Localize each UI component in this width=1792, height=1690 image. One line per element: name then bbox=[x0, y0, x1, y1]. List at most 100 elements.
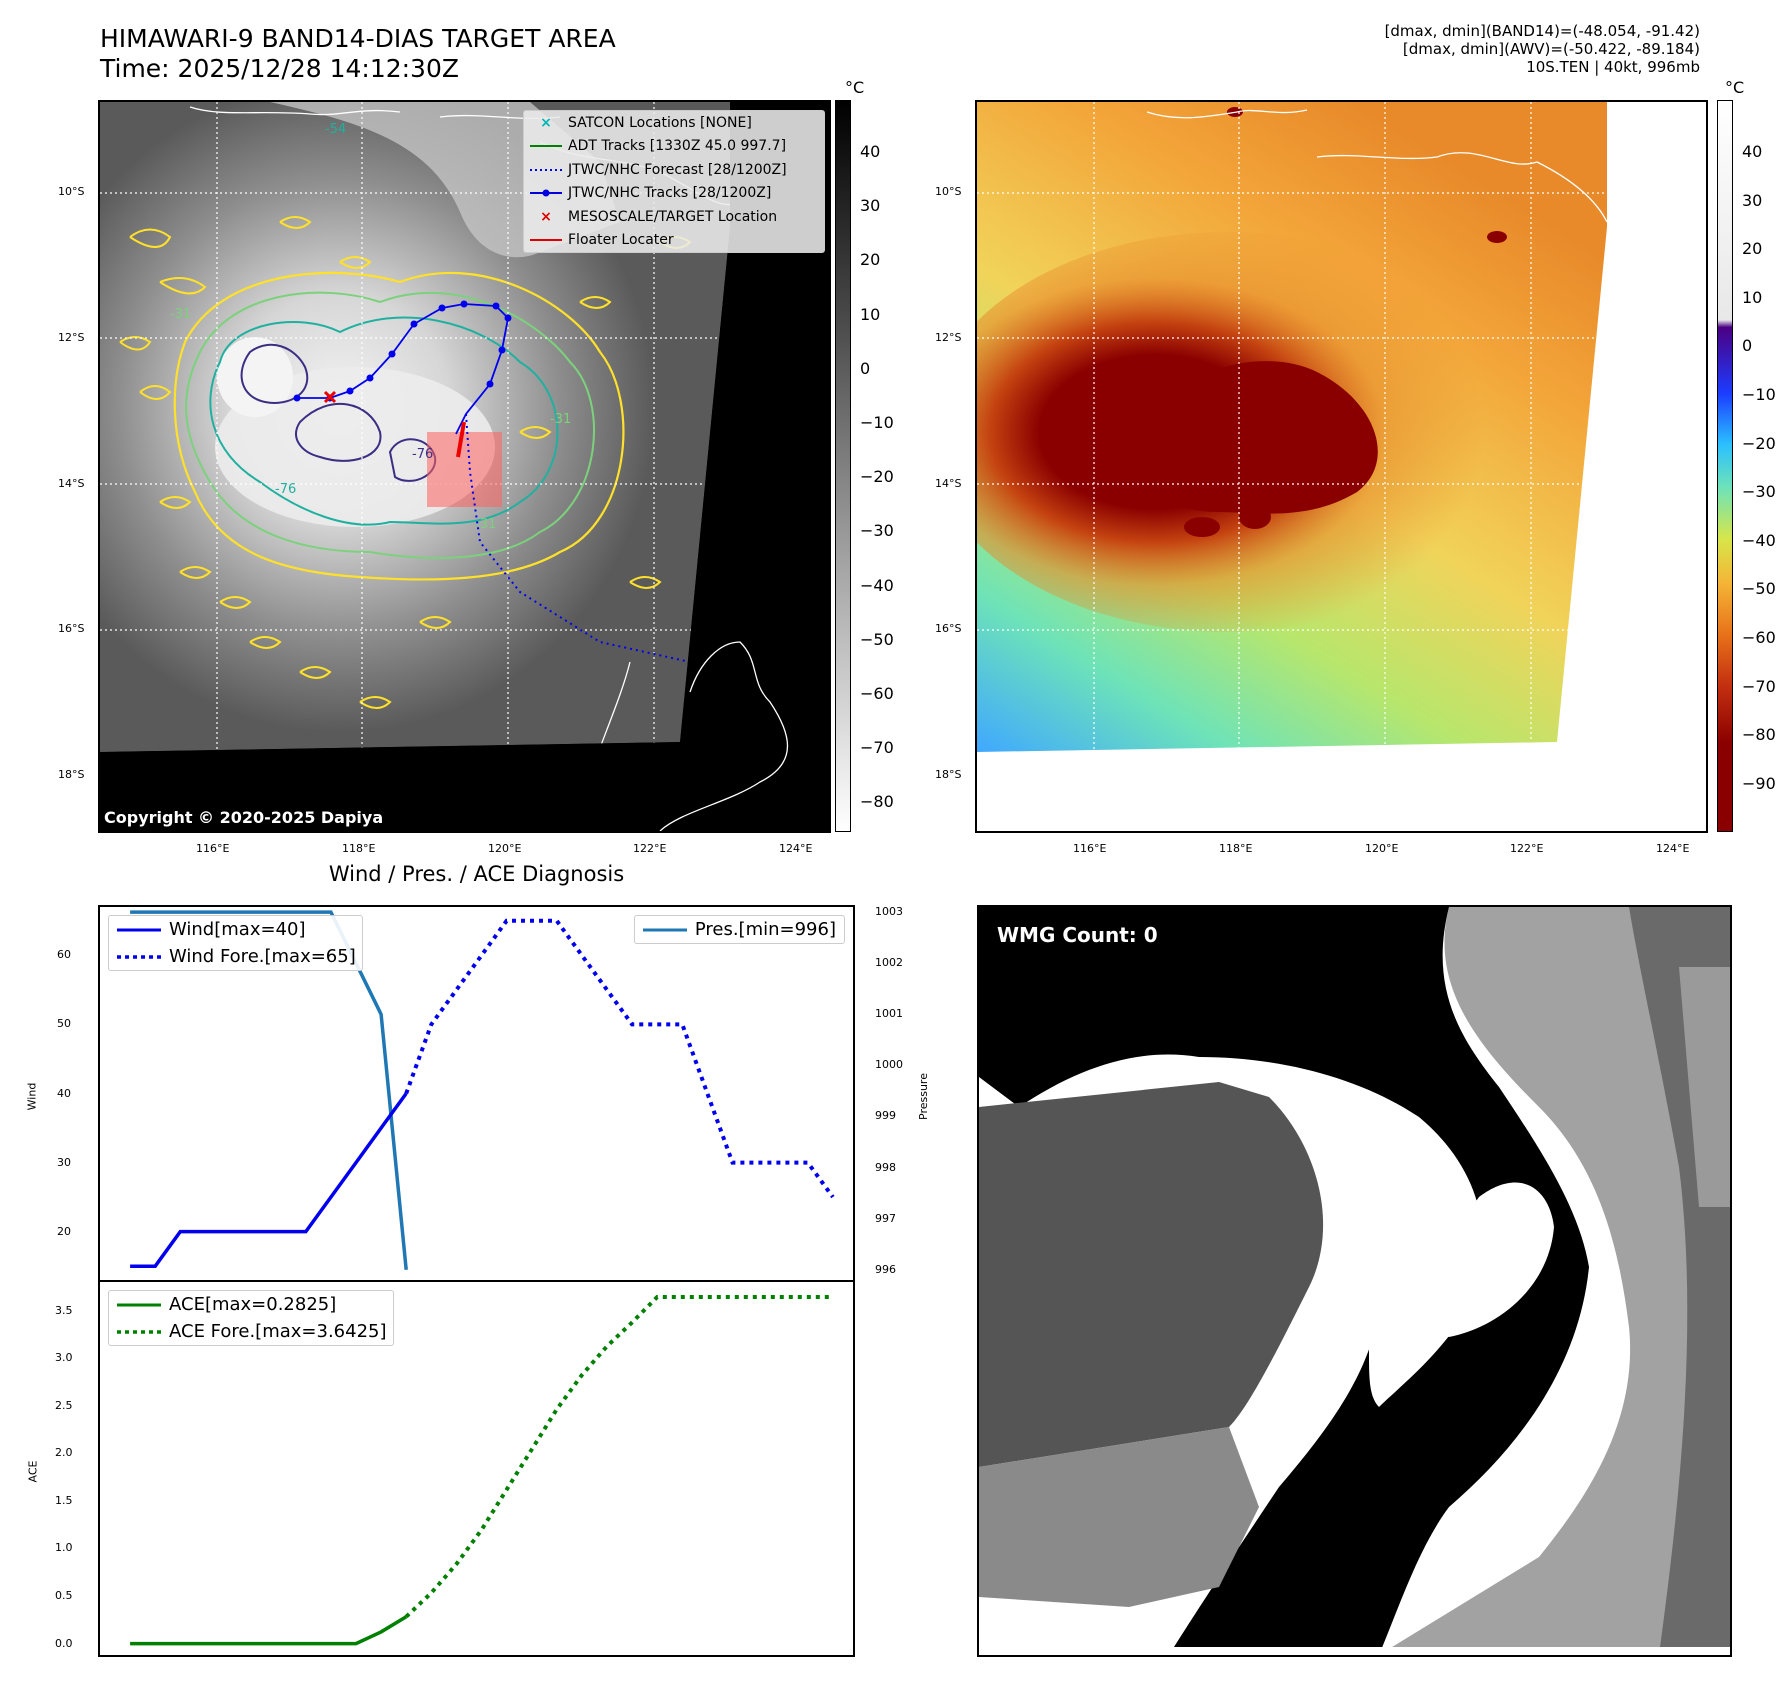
ir-map-panel: -54 -31 -76 -76 -31 -31 × SATCON Locatio… bbox=[98, 100, 831, 833]
contour-label: -76 bbox=[412, 447, 434, 462]
dotted-line-icon bbox=[117, 1329, 161, 1334]
wind-tick: 30 bbox=[57, 1155, 71, 1169]
ace-tick: 3.0 bbox=[55, 1351, 73, 1365]
line-icon bbox=[117, 928, 161, 931]
wmg-count-badge: WMG Count: 0 bbox=[989, 919, 1166, 951]
ace-plot bbox=[130, 1295, 833, 1646]
pressure-tick: 1000 bbox=[875, 1058, 903, 1072]
lat-label: 12°S bbox=[58, 331, 85, 344]
x-marker-icon: × bbox=[540, 208, 552, 225]
wind-legend: Wind[max=40] Wind Fore.[max=65] bbox=[108, 915, 363, 971]
colorbar-tick: −70 bbox=[860, 738, 894, 758]
colorbar-tick: −40 bbox=[860, 575, 894, 595]
lat-label: 18°S bbox=[935, 768, 962, 781]
colorbar-tick: −60 bbox=[860, 684, 894, 703]
line-icon bbox=[530, 145, 562, 148]
series-line bbox=[130, 910, 408, 1270]
lat-label: 10°S bbox=[58, 185, 85, 198]
colorbar-tick: 20 bbox=[1742, 239, 1763, 259]
colorbar-tick: −10 bbox=[860, 413, 894, 432]
ace-tick: 3.5 bbox=[55, 1303, 73, 1317]
colorbar-tick: −30 bbox=[1742, 482, 1776, 502]
legend-item: Pres.[min=996] bbox=[635, 916, 844, 943]
colorbar-tick: 20 bbox=[860, 250, 881, 270]
diag-title: Wind / Pres. / ACE Diagnosis bbox=[328, 862, 625, 886]
ace-tick: 0.0 bbox=[55, 1636, 73, 1650]
pressure-tick: 996 bbox=[875, 1262, 896, 1276]
wind-tick: 20 bbox=[57, 1224, 71, 1238]
colorbar-gray bbox=[835, 100, 851, 832]
pressure-tick: 1003 bbox=[875, 905, 903, 919]
colorbar-tick: −70 bbox=[1742, 676, 1776, 696]
pressure-tick: 999 bbox=[875, 1109, 896, 1123]
legend-label: ACE Fore.[max=3.6425] bbox=[169, 1321, 387, 1342]
legend-label: Pres.[min=996] bbox=[694, 919, 836, 940]
ace-tick: 1.5 bbox=[55, 1493, 73, 1507]
info-awv: [dmax, dmin](AWV)=(-50.422, -89.184) bbox=[1402, 40, 1700, 58]
series-line bbox=[404, 1295, 833, 1619]
contour-label: -31 bbox=[550, 412, 572, 427]
ace-tick: 2.0 bbox=[55, 1446, 73, 1460]
line-icon bbox=[642, 928, 687, 931]
pressure-axis-label: Pressure bbox=[916, 1073, 930, 1120]
legend-label: SATCON Locations [NONE] bbox=[568, 114, 752, 131]
lat-label: 16°S bbox=[58, 622, 85, 635]
legend-item: JTWC/NHC Forecast [28/1200Z] bbox=[524, 158, 824, 182]
lat-label: 16°S bbox=[935, 622, 962, 635]
ace-legend: ACE[max=0.2825] ACE Fore.[max=3.6425] bbox=[108, 1290, 394, 1346]
ace-tick: 0.5 bbox=[55, 1589, 73, 1602]
contour-label: -31 bbox=[475, 517, 497, 532]
colorbar-tick: 30 bbox=[860, 196, 881, 216]
legend-item: ACE[max=0.2825] bbox=[109, 1291, 393, 1318]
lat-label: 14°S bbox=[935, 477, 962, 490]
map-legend: × SATCON Locations [NONE] ADT Tracks [13… bbox=[523, 110, 825, 253]
ace-panel: ACE[max=0.2825] ACE Fore.[max=3.6425] bbox=[98, 1280, 855, 1657]
colorbar-tick: −90 bbox=[1742, 773, 1776, 793]
colorbar-tick: −80 bbox=[860, 792, 894, 812]
colorbar-tick: −10 bbox=[1742, 385, 1776, 404]
colorbar-tick: 10 bbox=[860, 304, 881, 324]
legend-item: Wind[max=40] bbox=[109, 916, 362, 943]
wind-tick: 40 bbox=[57, 1086, 71, 1100]
info-band14: [dmax, dmin](BAND14)=(-48.054, -91.42) bbox=[1384, 22, 1700, 40]
lon-label: 120°E bbox=[1365, 842, 1399, 855]
info-storm: 10S.TEN | 40kt, 996mb bbox=[1526, 58, 1700, 76]
lon-label: 124°E bbox=[1656, 842, 1690, 855]
legend-item: ACE Fore.[max=3.6425] bbox=[109, 1318, 393, 1345]
series-line bbox=[130, 1092, 408, 1268]
dotted-line-icon bbox=[117, 954, 161, 959]
wind-tick: 50 bbox=[57, 1017, 71, 1031]
colorbar-tick: −50 bbox=[1742, 579, 1776, 599]
wmg-panel: WMG Count: 0 bbox=[977, 905, 1732, 1657]
colorbar-tick: −80 bbox=[1742, 725, 1776, 745]
colorbar-tick: 10 bbox=[1742, 287, 1763, 307]
wind-pres-panel: Wind[max=40] Wind Fore.[max=65] Pres.[mi… bbox=[98, 905, 855, 1282]
colorbar-tick: 40 bbox=[860, 142, 881, 161]
colorbar-tick: −40 bbox=[1742, 530, 1776, 550]
colorbar-tick: −30 bbox=[860, 521, 894, 541]
lon-label: 116°E bbox=[1073, 842, 1107, 855]
lon-label: 116°E bbox=[196, 842, 230, 855]
legend-item: JTWC/NHC Tracks [28/1200Z] bbox=[524, 182, 824, 206]
dot-line-icon bbox=[530, 189, 562, 197]
lat-label: 18°S bbox=[58, 768, 85, 781]
colorbar-tick: 0 bbox=[860, 358, 871, 378]
color-map-panel bbox=[975, 100, 1708, 833]
series-line bbox=[404, 918, 835, 1199]
colorbar-tick: 0 bbox=[1742, 336, 1753, 356]
line-icon bbox=[117, 1303, 161, 1306]
pres-legend: Pres.[min=996] bbox=[633, 915, 845, 944]
page-title: HIMAWARI-9 BAND14-DIAS TARGET AREA bbox=[100, 24, 616, 53]
ace-tick: 2.5 bbox=[55, 1398, 73, 1412]
dotted-line-icon bbox=[530, 168, 562, 171]
legend-label: Wind[max=40] bbox=[169, 919, 306, 940]
ace-tick: 1.0 bbox=[55, 1541, 73, 1555]
lon-label: 124°E bbox=[779, 842, 813, 855]
colorbar-tick: −50 bbox=[860, 629, 894, 649]
pressure-tick: 1002 bbox=[875, 956, 903, 970]
pressure-tick: 998 bbox=[875, 1160, 896, 1174]
colorbar-tick: −20 bbox=[860, 467, 894, 487]
wmg-image bbox=[979, 907, 1730, 1655]
lon-label: 118°E bbox=[1219, 842, 1253, 855]
lon-label: 120°E bbox=[488, 842, 522, 855]
